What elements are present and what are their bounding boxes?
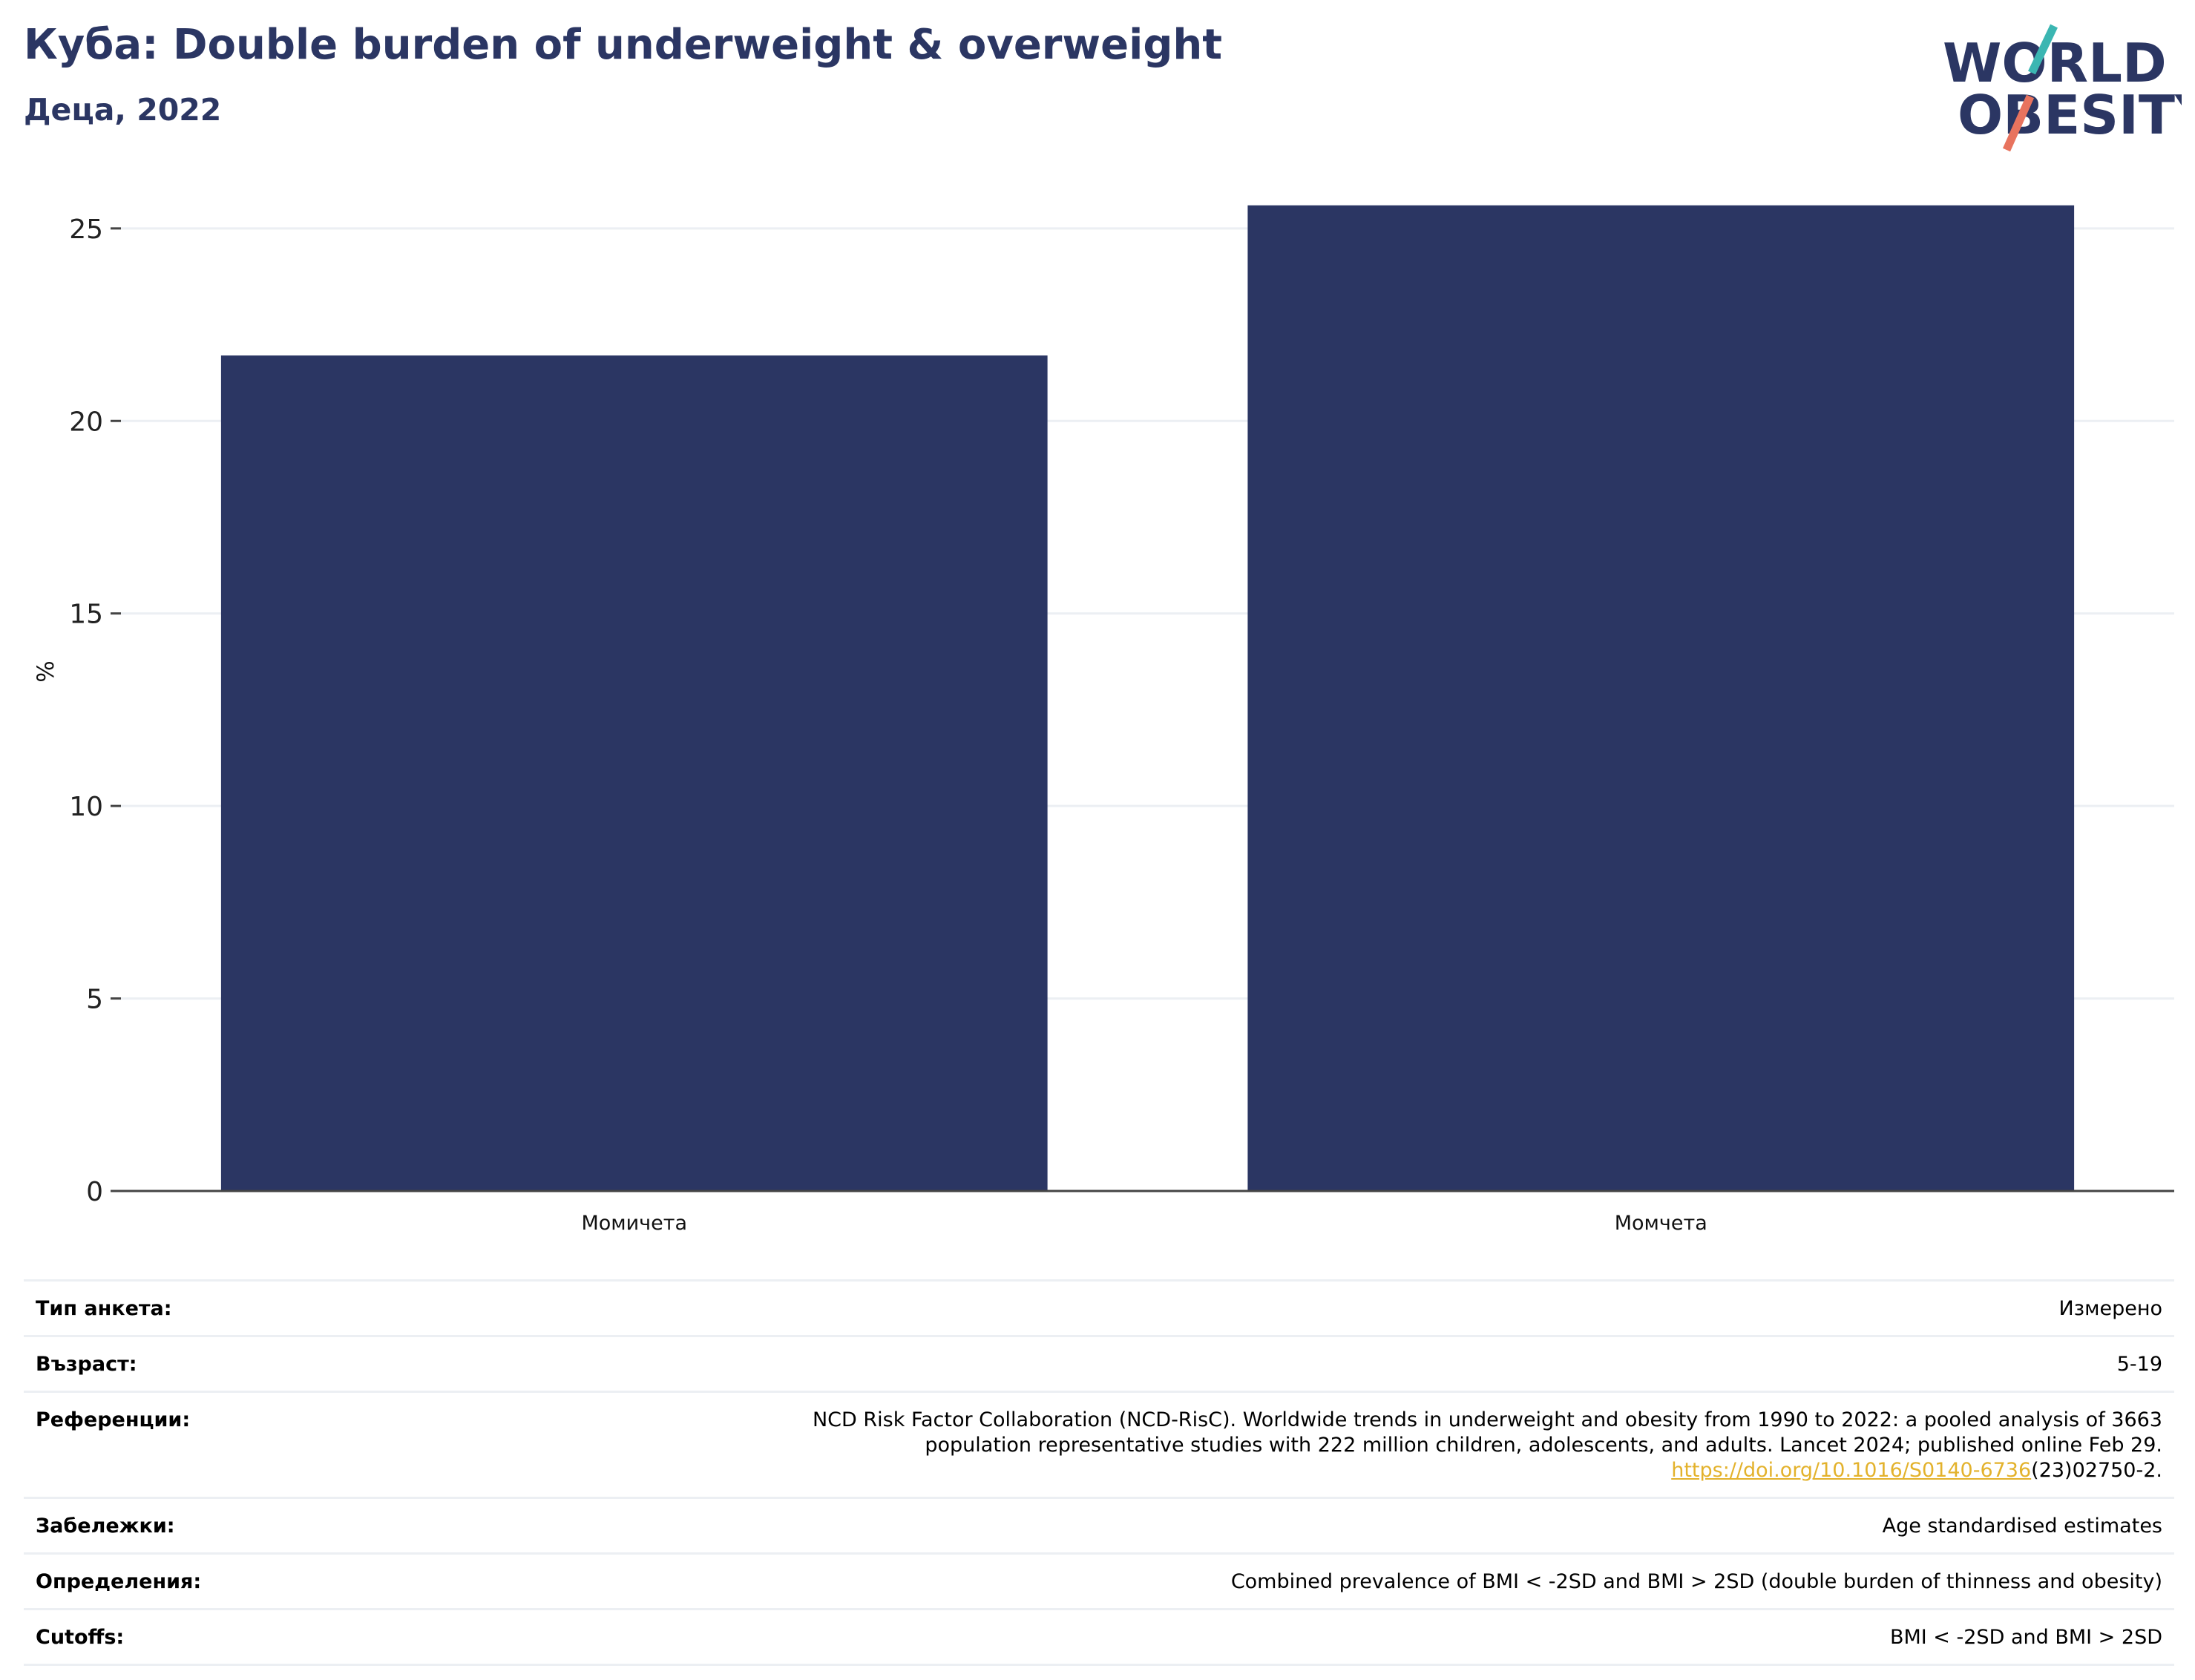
- logo-slash-coral: [2002, 94, 2035, 152]
- meta-key: Забележки:: [36, 1515, 175, 1538]
- meta-key: Референции:: [36, 1408, 191, 1431]
- meta-row-references: Референции: NCD Risk Factor Collaboratio…: [24, 1393, 2174, 1499]
- x-tick-label: Момичета: [581, 1212, 687, 1235]
- meta-value: Age standardised estimates: [1882, 1515, 2162, 1538]
- page-title: Куба: Double burden of underweight & ove…: [24, 21, 1223, 69]
- bar-1: [220, 355, 1048, 1191]
- x-tick-label: Момчета: [1615, 1212, 1707, 1235]
- page-subtitle: Деца, 2022: [24, 92, 222, 128]
- bar-chart: 0 5 10 15 20 25 Момичета Момчета %: [33, 205, 2174, 1235]
- y-tick-label: 5: [86, 985, 103, 1015]
- meta-key: Възраст:: [36, 1353, 137, 1376]
- meta-row-definitions: Определения: Combined prevalence of BMI …: [24, 1555, 2174, 1610]
- logo-text-obesity: OBESITY: [1958, 84, 2182, 146]
- y-tick-label: 0: [86, 1177, 103, 1207]
- x-tick-labels: Момичета Момчета: [581, 1212, 1707, 1235]
- reference-text-line2: population representative studies with 2…: [925, 1434, 2162, 1457]
- y-tick-label: 15: [69, 600, 103, 630]
- bars: [220, 205, 2075, 1191]
- y-tick-label: 25: [69, 214, 103, 245]
- meta-value: Измерено: [2058, 1297, 2162, 1320]
- meta-value: Combined prevalence of BMI < -2SD and BM…: [1230, 1570, 2162, 1593]
- meta-key: Тип анкета:: [36, 1297, 172, 1320]
- meta-key: Cutoffs:: [36, 1626, 125, 1649]
- logo-text-world: WORLD: [1943, 32, 2167, 94]
- reference-doi-link[interactable]: https://doi.org/10.1016/S0140-6736: [1671, 1459, 2032, 1482]
- reference-text-line1: NCD Risk Factor Collaboration (NCD-RisC)…: [812, 1408, 2162, 1431]
- y-tick-label: 10: [69, 792, 103, 822]
- metadata-table: Тип анкета: Измерено Възраст: 5-19 Рефер…: [24, 1279, 2174, 1666]
- meta-value: 5-19: [2116, 1353, 2162, 1376]
- meta-row-age: Възраст: 5-19: [24, 1337, 2174, 1393]
- meta-value-references: NCD Risk Factor Collaboration (NCD-RisC)…: [813, 1408, 2162, 1483]
- y-axis-label: %: [33, 660, 59, 682]
- reference-doi-tail: (23)02750-2.: [2031, 1459, 2162, 1482]
- meta-row-cutoffs: Cutoffs: BMI < -2SD and BMI > 2SD: [24, 1610, 2174, 1666]
- meta-key: Определения:: [36, 1570, 202, 1593]
- logo-slash-teal: [2028, 24, 2058, 75]
- bar-2: [1247, 205, 2075, 1191]
- meta-value: BMI < -2SD and BMI > 2SD: [1889, 1626, 2162, 1649]
- y-tick-labels: 0 5 10 15 20 25: [69, 214, 121, 1207]
- meta-row-survey-type: Тип анкета: Измерено: [24, 1282, 2174, 1337]
- world-obesity-logo: WORLD OBESITY: [1943, 24, 2182, 152]
- y-tick-label: 20: [69, 407, 103, 437]
- meta-row-notes: Забележки: Age standardised estimates: [24, 1499, 2174, 1555]
